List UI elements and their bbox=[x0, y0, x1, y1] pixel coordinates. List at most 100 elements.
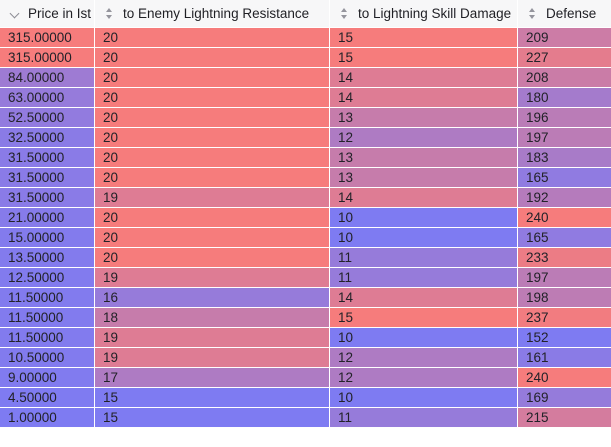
table-cell-price: 315.00000 bbox=[0, 48, 95, 68]
table-row: 12.50000 19 11 197 bbox=[0, 268, 611, 288]
table-cell-defense: 237 bbox=[518, 308, 611, 328]
table-cell-defense: 240 bbox=[518, 208, 611, 228]
table-row: 4.50000 15 10 169 bbox=[0, 388, 611, 408]
table-cell-defense: 161 bbox=[518, 348, 611, 368]
table-cell-price: 10.50000 bbox=[0, 348, 95, 368]
table-cell-lightning_skill_damage: 14 bbox=[330, 68, 518, 88]
table-cell-price: 315.00000 bbox=[0, 28, 95, 48]
column-label: Price in Ist bbox=[28, 6, 92, 21]
table-cell-price: 9.00000 bbox=[0, 368, 95, 388]
table-cell-price: 31.50000 bbox=[0, 188, 95, 208]
table-cell-defense: 196 bbox=[518, 108, 611, 128]
table-row: 11.50000 16 14 198 bbox=[0, 288, 611, 308]
table-row: 31.50000 19 14 192 bbox=[0, 188, 611, 208]
table-row: 31.50000 20 13 165 bbox=[0, 168, 611, 188]
table-cell-enemy_lightning_resistance: 20 bbox=[95, 48, 330, 68]
table-cell-price: 21.00000 bbox=[0, 208, 95, 228]
table-row: 21.00000 20 10 240 bbox=[0, 208, 611, 228]
table-row: 9.00000 17 12 240 bbox=[0, 368, 611, 388]
table-cell-price: 52.50000 bbox=[0, 108, 95, 128]
table-row: 13.50000 20 11 233 bbox=[0, 248, 611, 268]
table-row: 10.50000 19 12 161 bbox=[0, 348, 611, 368]
table-cell-enemy_lightning_resistance: 20 bbox=[95, 68, 330, 88]
sort-icon[interactable] bbox=[338, 7, 351, 20]
table-cell-enemy_lightning_resistance: 17 bbox=[95, 368, 330, 388]
table-cell-enemy_lightning_resistance: 20 bbox=[95, 128, 330, 148]
table-cell-defense: 215 bbox=[518, 408, 611, 428]
table-cell-price: 4.50000 bbox=[0, 388, 95, 408]
column-header-enemy-lightning-resistance[interactable]: to Enemy Lightning Resistance bbox=[95, 0, 330, 28]
table-cell-price: 15.00000 bbox=[0, 228, 95, 248]
column-label: to Lightning Skill Damage bbox=[358, 6, 512, 21]
table-cell-defense: 169 bbox=[518, 388, 611, 408]
table-cell-defense: 165 bbox=[518, 228, 611, 248]
table-cell-price: 11.50000 bbox=[0, 308, 95, 328]
table-cell-lightning_skill_damage: 13 bbox=[330, 108, 518, 128]
table-row: 11.50000 18 15 237 bbox=[0, 308, 611, 328]
table-cell-price: 63.00000 bbox=[0, 88, 95, 108]
table-cell-enemy_lightning_resistance: 20 bbox=[95, 88, 330, 108]
table-row: 31.50000 20 13 183 bbox=[0, 148, 611, 168]
table-cell-defense: 183 bbox=[518, 148, 611, 168]
table-cell-enemy_lightning_resistance: 20 bbox=[95, 168, 330, 188]
table-cell-lightning_skill_damage: 11 bbox=[330, 408, 518, 428]
table-cell-defense: 233 bbox=[518, 248, 611, 268]
table-cell-lightning_skill_damage: 14 bbox=[330, 188, 518, 208]
column-label: Defense bbox=[546, 6, 597, 21]
table-cell-lightning_skill_damage: 13 bbox=[330, 168, 518, 188]
table-cell-enemy_lightning_resistance: 20 bbox=[95, 208, 330, 228]
column-label: to Enemy Lightning Resistance bbox=[123, 6, 310, 21]
table-cell-price: 11.50000 bbox=[0, 288, 95, 308]
table-cell-lightning_skill_damage: 14 bbox=[330, 288, 518, 308]
table-row: 11.50000 19 10 152 bbox=[0, 328, 611, 348]
table-row: 315.00000 20 15 209 bbox=[0, 28, 611, 48]
table-cell-price: 32.50000 bbox=[0, 128, 95, 148]
table-cell-lightning_skill_damage: 12 bbox=[330, 348, 518, 368]
table-cell-defense: 198 bbox=[518, 288, 611, 308]
table-cell-enemy_lightning_resistance: 19 bbox=[95, 188, 330, 208]
table-cell-defense: 209 bbox=[518, 28, 611, 48]
table-row: 63.00000 20 14 180 bbox=[0, 88, 611, 108]
table-cell-enemy_lightning_resistance: 20 bbox=[95, 148, 330, 168]
table-cell-enemy_lightning_resistance: 18 bbox=[95, 308, 330, 328]
table-cell-lightning_skill_damage: 15 bbox=[330, 48, 518, 68]
table-cell-enemy_lightning_resistance: 20 bbox=[95, 248, 330, 268]
table-cell-lightning_skill_damage: 11 bbox=[330, 248, 518, 268]
table-cell-defense: 208 bbox=[518, 68, 611, 88]
column-header-lightning-skill-damage[interactable]: to Lightning Skill Damage bbox=[330, 0, 518, 28]
table-cell-lightning_skill_damage: 15 bbox=[330, 308, 518, 328]
table-row: 84.00000 20 14 208 bbox=[0, 68, 611, 88]
table-cell-defense: 152 bbox=[518, 328, 611, 348]
table-cell-lightning_skill_damage: 10 bbox=[330, 328, 518, 348]
column-header-price[interactable]: Price in Ist bbox=[0, 0, 95, 28]
table-row: 15.00000 20 10 165 bbox=[0, 228, 611, 248]
table-cell-enemy_lightning_resistance: 16 bbox=[95, 288, 330, 308]
sort-icon[interactable] bbox=[526, 7, 539, 20]
table-cell-defense: 192 bbox=[518, 188, 611, 208]
table-header: Price in Ist to Enemy Lightning Resistan… bbox=[0, 0, 611, 28]
column-header-defense[interactable]: Defense bbox=[518, 0, 611, 28]
table-cell-lightning_skill_damage: 10 bbox=[330, 208, 518, 228]
table-cell-enemy_lightning_resistance: 19 bbox=[95, 328, 330, 348]
table-cell-enemy_lightning_resistance: 15 bbox=[95, 408, 330, 428]
table-cell-defense: 180 bbox=[518, 88, 611, 108]
sort-icon[interactable] bbox=[103, 7, 116, 20]
header-row: Price in Ist to Enemy Lightning Resistan… bbox=[0, 0, 611, 28]
table-cell-price: 1.00000 bbox=[0, 408, 95, 428]
table-row: 315.00000 20 15 227 bbox=[0, 48, 611, 68]
table-cell-lightning_skill_damage: 15 bbox=[330, 28, 518, 48]
table-cell-defense: 197 bbox=[518, 268, 611, 288]
table-cell-enemy_lightning_resistance: 15 bbox=[95, 388, 330, 408]
table-cell-price: 13.50000 bbox=[0, 248, 95, 268]
table-cell-enemy_lightning_resistance: 20 bbox=[95, 108, 330, 128]
table-cell-price: 31.50000 bbox=[0, 168, 95, 188]
table-cell-lightning_skill_damage: 10 bbox=[330, 388, 518, 408]
table-cell-price: 11.50000 bbox=[0, 328, 95, 348]
table-cell-lightning_skill_damage: 11 bbox=[330, 268, 518, 288]
table-cell-lightning_skill_damage: 13 bbox=[330, 148, 518, 168]
table-cell-lightning_skill_damage: 14 bbox=[330, 88, 518, 108]
table-cell-defense: 197 bbox=[518, 128, 611, 148]
table-cell-lightning_skill_damage: 12 bbox=[330, 128, 518, 148]
chevron-down-icon[interactable] bbox=[8, 7, 21, 20]
table-row: 1.00000 15 11 215 bbox=[0, 408, 611, 428]
